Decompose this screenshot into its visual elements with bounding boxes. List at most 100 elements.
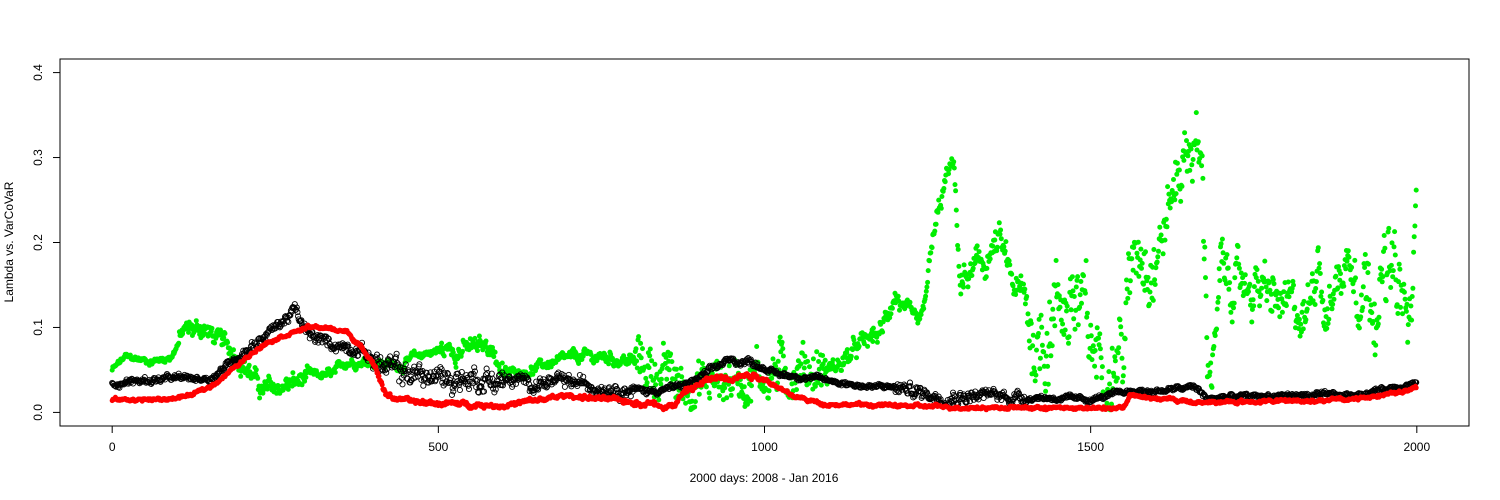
data-point [1002, 248, 1008, 254]
data-point [1226, 286, 1232, 292]
data-point [938, 205, 944, 211]
data-point [1106, 369, 1112, 375]
data-point [1070, 288, 1076, 294]
data-point [1212, 333, 1218, 339]
data-point [1353, 300, 1359, 306]
data-point [929, 245, 935, 251]
data-point [1182, 130, 1188, 136]
data-point [1246, 289, 1251, 295]
data-point [830, 357, 836, 363]
data-point [634, 365, 640, 371]
data-point [1358, 314, 1364, 320]
data-point [1366, 261, 1371, 267]
data-point [1395, 311, 1401, 316]
data-point [212, 340, 218, 346]
data-point [1403, 308, 1409, 314]
data-point [1201, 256, 1207, 262]
data-point [955, 246, 961, 252]
data-point [1254, 267, 1260, 273]
data-point [933, 221, 939, 227]
data-point [1009, 271, 1015, 277]
data-point [1118, 324, 1124, 330]
data-point [1235, 244, 1241, 249]
data-point [1066, 334, 1072, 340]
data-point [1127, 290, 1133, 296]
data-point [1026, 338, 1032, 344]
data-point [480, 347, 486, 353]
data-point [1291, 282, 1296, 288]
data-point [887, 315, 893, 321]
data-point [1351, 289, 1356, 295]
data-point [974, 243, 980, 249]
data-point [1057, 304, 1063, 310]
data-point [538, 357, 544, 363]
data-point [1119, 355, 1125, 361]
data-point [1353, 275, 1358, 281]
data-point [1305, 282, 1311, 288]
data-point [1039, 342, 1045, 348]
data-point [1242, 272, 1248, 278]
data-point [1263, 284, 1269, 290]
data-point [450, 350, 456, 355]
data-point [1037, 355, 1043, 361]
data-point [766, 388, 772, 394]
data-point [1279, 309, 1285, 315]
data-point [854, 355, 859, 361]
data-point [1036, 316, 1042, 322]
data-point [1094, 374, 1099, 380]
data-point [1201, 238, 1206, 244]
data-point [453, 364, 459, 370]
data-point [1298, 321, 1304, 327]
data-point [1069, 274, 1075, 280]
data-point [951, 159, 957, 165]
data-point [1082, 290, 1088, 296]
data-point [1072, 326, 1078, 332]
data-point [1358, 292, 1364, 298]
data-point [1172, 197, 1178, 203]
data-point [1174, 160, 1180, 166]
data-point [283, 318, 291, 325]
data-point [848, 353, 854, 359]
data-point [921, 306, 927, 312]
data-point [492, 349, 498, 355]
data-point [724, 395, 730, 401]
data-point [218, 327, 223, 333]
data-point [1379, 266, 1385, 272]
data-point [775, 358, 781, 364]
data-point [491, 354, 497, 360]
data-point [895, 293, 901, 299]
data-point [1125, 295, 1131, 301]
data-point [1151, 247, 1157, 252]
data-point [1276, 305, 1281, 311]
data-point [1338, 291, 1344, 296]
data-point [1370, 319, 1376, 324]
data-point [664, 376, 670, 382]
data-point [779, 339, 785, 345]
data-point [1397, 266, 1403, 272]
data-point [935, 209, 941, 215]
data-point [1007, 262, 1013, 268]
data-point [1179, 183, 1185, 189]
data-point [332, 369, 338, 375]
data-point [1134, 250, 1140, 256]
data-point [1028, 320, 1034, 326]
data-point [1044, 330, 1050, 336]
data-point [1051, 316, 1056, 322]
data-point [810, 356, 816, 362]
data-point [658, 376, 664, 382]
data-point [1232, 275, 1238, 281]
data-point [1209, 384, 1215, 390]
data-point [439, 340, 445, 346]
data-point [1121, 365, 1127, 371]
data-point [588, 352, 594, 357]
data-point [1115, 350, 1121, 356]
data-point [1216, 266, 1222, 272]
data-point [1376, 314, 1382, 320]
data-point [633, 346, 639, 352]
data-point [1392, 229, 1398, 235]
data-point [1257, 303, 1263, 309]
data-point [1402, 296, 1408, 302]
data-point [1369, 310, 1375, 316]
data-point [1090, 343, 1096, 349]
data-point [1045, 363, 1051, 369]
